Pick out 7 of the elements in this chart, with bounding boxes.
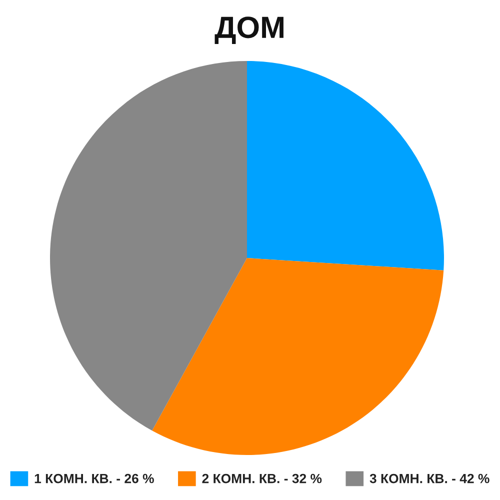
legend-label: 2 КОМН. КВ. - 32 % xyxy=(202,474,322,484)
legend-label: 1 КОМН. КВ. - 26 % xyxy=(34,474,154,484)
pie-slice xyxy=(152,258,444,455)
pie-slice xyxy=(247,61,444,270)
chart-title: ДОМ xyxy=(214,16,284,44)
legend-label: 3 КОМН. КВ. - 42 % xyxy=(370,474,490,484)
pie-slice xyxy=(50,61,247,431)
